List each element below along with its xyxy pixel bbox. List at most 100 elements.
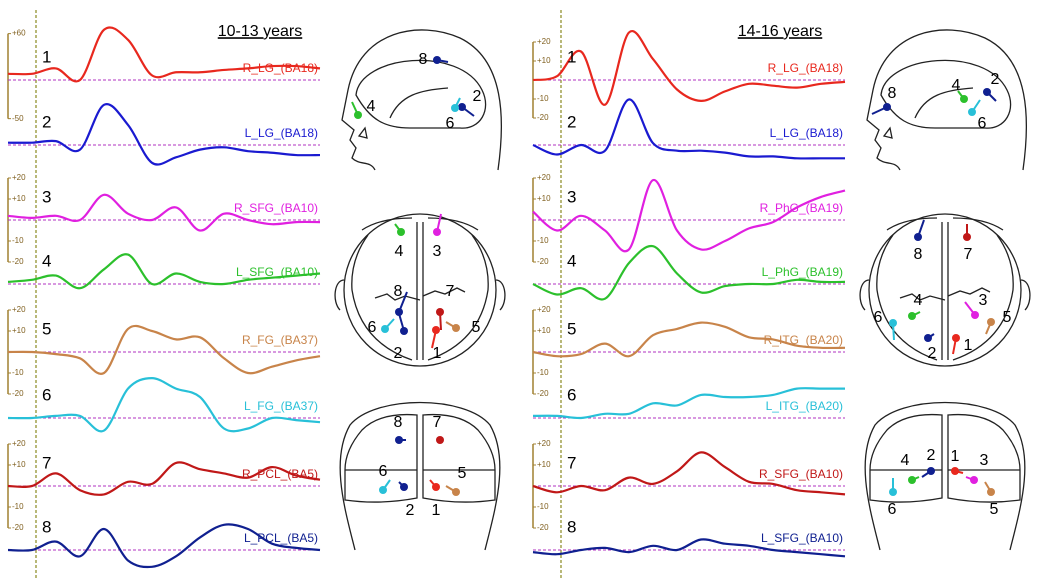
region-label: L_ITG_(BA20) [766, 399, 843, 413]
electrode [458, 103, 466, 111]
head-outline [341, 29, 503, 171]
trace-number: 2 [567, 112, 576, 131]
head-outline [866, 29, 1028, 171]
waveform [7, 103, 321, 166]
head-outline [343, 213, 497, 367]
electrode [983, 88, 991, 96]
scale-label: +10 [12, 326, 26, 335]
trace-number: 1 [42, 47, 51, 66]
head-outline [869, 413, 943, 503]
electrode-label: 2 [406, 502, 415, 519]
scale-label: -20 [537, 389, 549, 398]
electrode-label: 4 [914, 292, 923, 309]
electrode-label: 5 [472, 319, 481, 336]
scale-label: -10 [537, 94, 549, 103]
waveform [7, 523, 321, 569]
head-outline [899, 287, 991, 301]
electrode-label: 3 [979, 292, 988, 309]
region-label: L_FG_(BA37) [244, 399, 318, 413]
trace-number: 3 [567, 187, 576, 206]
scale-label: +20 [537, 37, 551, 46]
electrode [400, 483, 408, 491]
electrode-label: 1 [432, 502, 441, 519]
waveform [7, 253, 321, 290]
electrode-label: 1 [951, 448, 960, 465]
electrode [451, 104, 459, 112]
electrode-label: 8 [394, 283, 403, 300]
electrode-label: 7 [433, 414, 442, 431]
waveform [7, 376, 321, 433]
head-top [859, 213, 1031, 367]
scale-label: +20 [537, 439, 551, 448]
electrode-label: 6 [978, 115, 987, 132]
panel-title: 10-13 years [218, 23, 303, 40]
trace-number: 4 [42, 251, 51, 270]
waveform [532, 321, 846, 358]
electrode-label: 6 [874, 309, 883, 326]
scale-label: -20 [12, 523, 24, 532]
electrode [433, 228, 441, 236]
region-label: R_PCL_(BA5) [242, 467, 318, 481]
region-label: R_FG_(BA37) [242, 333, 318, 347]
electrode-label: 7 [446, 283, 455, 300]
electrode [381, 325, 389, 333]
region-label: R_LG_(BA18) [768, 61, 843, 75]
electrode [889, 488, 897, 496]
electrode-label: 2 [394, 345, 403, 362]
electrode-label: 6 [368, 319, 377, 336]
head-side [866, 29, 1028, 171]
electrode-label: 6 [888, 501, 897, 518]
electrode [987, 318, 995, 326]
trace-number: 7 [42, 453, 51, 472]
scale-label: -20 [537, 257, 549, 266]
electrode-label: 2 [927, 447, 936, 464]
scale-label: -50 [12, 114, 24, 123]
waveform [7, 461, 321, 496]
head-side [341, 29, 503, 171]
head-outline [864, 401, 1026, 551]
scale-label: -10 [537, 368, 549, 377]
head-outline [374, 287, 466, 301]
electrode-label: 1 [433, 345, 442, 362]
electrode-label: 4 [367, 98, 376, 115]
trace-number: 4 [567, 251, 576, 270]
scale-label: +20 [537, 305, 551, 314]
electrode-label: 2 [473, 88, 482, 105]
scale-label: -10 [12, 368, 24, 377]
trace-number: 5 [567, 319, 576, 338]
trace-number: 5 [42, 319, 51, 338]
waveform [7, 324, 321, 375]
scale-label: +20 [12, 305, 26, 314]
electrode-label: 3 [980, 452, 989, 469]
electrode [889, 319, 897, 327]
electrode-label: 1 [964, 337, 973, 354]
scale-label: -20 [12, 389, 24, 398]
scale-label: +60 [12, 29, 26, 38]
head-outline [886, 217, 1004, 231]
electrode [400, 327, 408, 335]
electrode [452, 324, 460, 332]
waveform [532, 98, 845, 160]
head-outline [416, 222, 424, 360]
electrode-label: 5 [990, 501, 999, 518]
electrode [452, 488, 460, 496]
head-outline [914, 87, 974, 119]
region-label: R_SFG_(BA10) [759, 467, 843, 481]
trace-number: 1 [567, 47, 576, 66]
electrode [951, 467, 959, 475]
region-label: L_SFG_(BA10) [761, 531, 843, 545]
head-back [864, 401, 1026, 551]
electrode-label: 4 [395, 243, 404, 260]
scale-label: +10 [537, 194, 551, 203]
head-outline [941, 222, 949, 360]
electrode-label: 6 [379, 463, 388, 480]
electrode [432, 483, 440, 491]
head-outline [876, 234, 1014, 361]
scale-label: +10 [537, 460, 551, 469]
electrode [354, 111, 362, 119]
electrode-label: 4 [952, 77, 961, 94]
electrode [970, 476, 978, 484]
scale-label: -20 [537, 523, 549, 532]
electrode-label: 8 [888, 85, 897, 102]
